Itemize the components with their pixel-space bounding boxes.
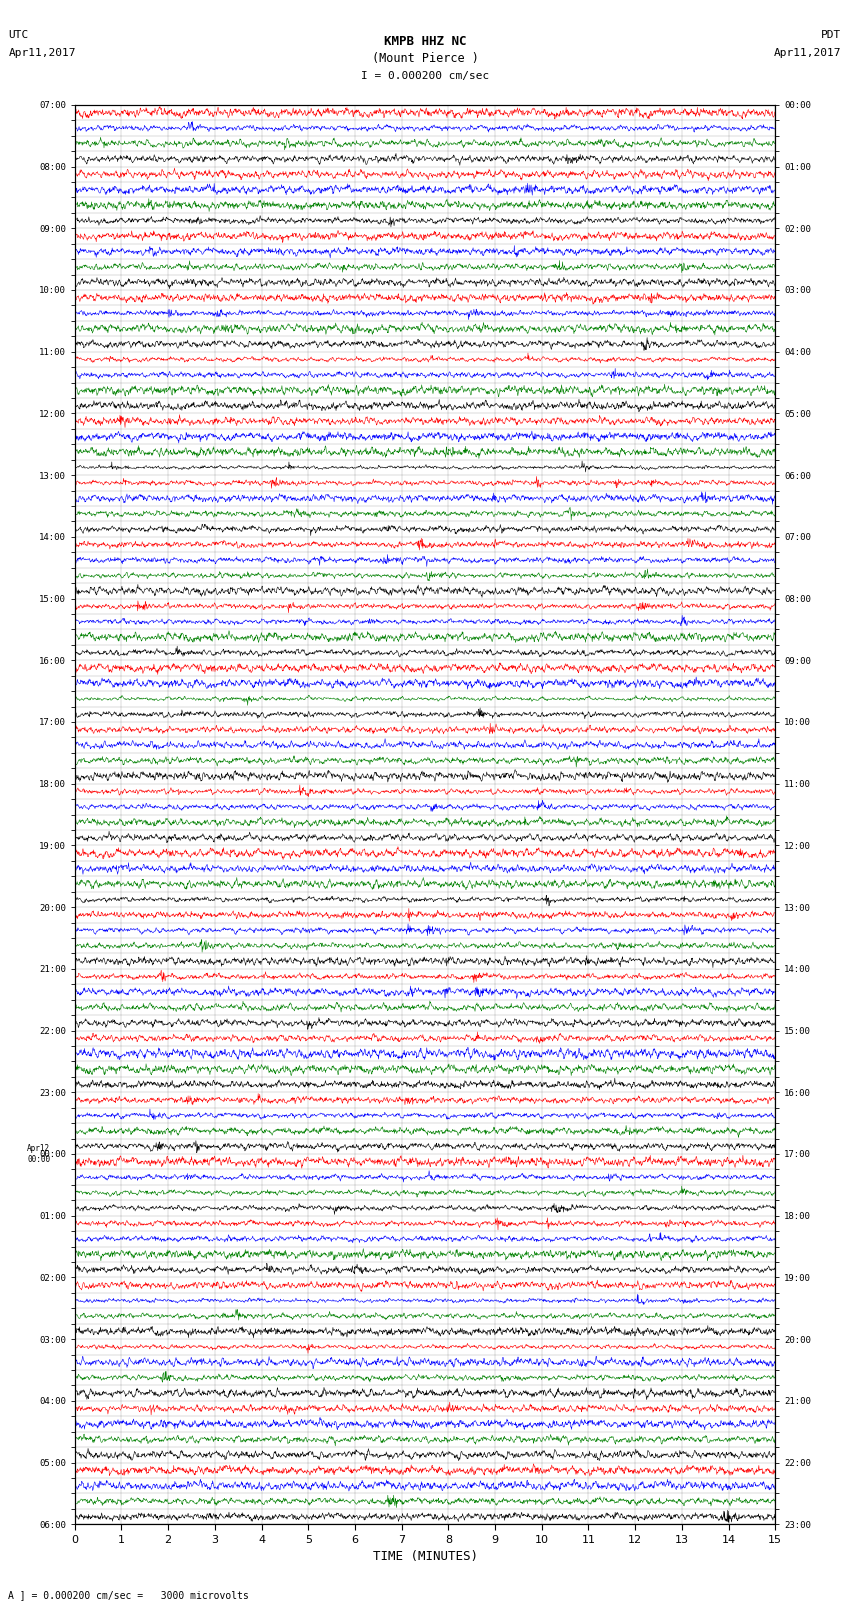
- Text: Apr11,2017: Apr11,2017: [8, 48, 76, 58]
- Text: Apr12
00:00: Apr12 00:00: [27, 1144, 50, 1163]
- Text: KMPB HHZ NC: KMPB HHZ NC: [383, 35, 467, 48]
- Text: UTC: UTC: [8, 31, 29, 40]
- Text: (Mount Pierce ): (Mount Pierce ): [371, 52, 479, 65]
- Text: I = 0.000200 cm/sec: I = 0.000200 cm/sec: [361, 71, 489, 81]
- Text: PDT: PDT: [821, 31, 842, 40]
- X-axis label: TIME (MINUTES): TIME (MINUTES): [372, 1550, 478, 1563]
- Text: Apr11,2017: Apr11,2017: [774, 48, 842, 58]
- Text: A ] = 0.000200 cm/sec =   3000 microvolts: A ] = 0.000200 cm/sec = 3000 microvolts: [8, 1590, 249, 1600]
